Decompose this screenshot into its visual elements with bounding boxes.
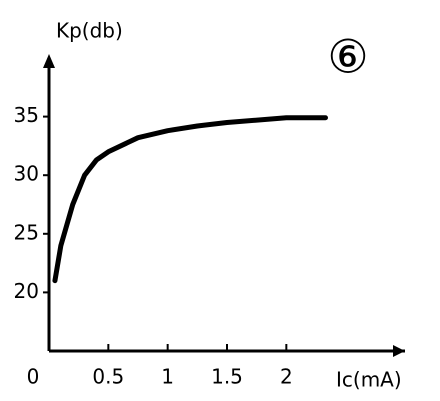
x-axis-label: Ic(mA) <box>336 368 402 392</box>
y-tick-label: 30 <box>14 162 39 186</box>
x-tick-label: 0 <box>27 365 40 389</box>
x-tick-label: 1.5 <box>211 365 243 389</box>
y-tick-label: 35 <box>14 103 39 127</box>
y-axis-arrow <box>43 54 55 68</box>
x-axis-arrow <box>393 345 405 357</box>
y-axis-label: Kp(db) <box>56 19 123 43</box>
annotation: ⑥ <box>327 30 368 84</box>
x-tick-label: 1 <box>161 365 174 389</box>
x-tick-label: 0.5 <box>92 365 124 389</box>
y-tick-label: 20 <box>14 279 39 303</box>
y-tick-label: 25 <box>14 220 39 244</box>
line <box>52 115 328 284</box>
x-tick-label: 2 <box>280 365 293 389</box>
